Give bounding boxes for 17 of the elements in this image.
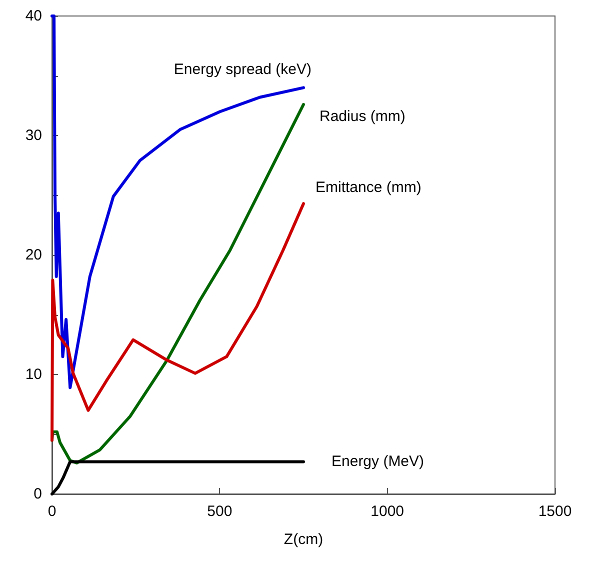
series-label: Energy spread (keV) bbox=[174, 61, 312, 78]
y-tick-label: 40 bbox=[25, 8, 42, 24]
x-tick-label: 0 bbox=[48, 503, 56, 520]
y-tick-label: 0 bbox=[34, 486, 42, 502]
x-tick-label: 1000 bbox=[370, 503, 404, 520]
y-tick-label: 30 bbox=[25, 127, 42, 144]
line-series bbox=[50, 102, 305, 464]
x-axis-title: Z(cm) bbox=[284, 531, 324, 548]
y-tick-label: 10 bbox=[25, 366, 42, 383]
line-series bbox=[50, 460, 305, 496]
series-label: Emittance (mm) bbox=[316, 179, 422, 196]
x-tick-label: 500 bbox=[207, 503, 232, 520]
series-label: Radius (mm) bbox=[320, 108, 406, 125]
series-label: Energy (MeV) bbox=[332, 453, 424, 470]
y-tick-label: 20 bbox=[25, 246, 42, 264]
line-series bbox=[50, 202, 305, 442]
x-tick-label: 1500 bbox=[538, 503, 572, 520]
